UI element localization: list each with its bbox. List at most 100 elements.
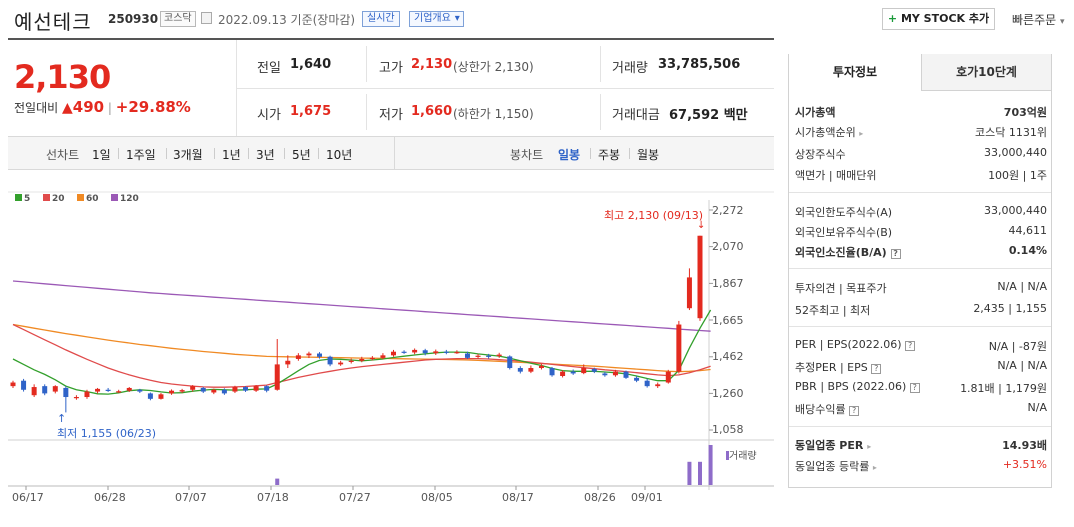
divider xyxy=(214,148,215,159)
low-annotation: 최저 1,155 (06/23) xyxy=(57,427,157,440)
divider xyxy=(248,148,249,159)
period-3y[interactable]: 3년 xyxy=(256,148,275,162)
chevron-down-icon: ▾ xyxy=(454,13,460,24)
chevron-right-icon: ▸ xyxy=(867,442,872,451)
candle-weekly[interactable]: 주봉 xyxy=(598,148,621,162)
help-icon[interactable]: ? xyxy=(909,383,920,393)
period-1y[interactable]: 1년 xyxy=(222,148,241,162)
candle-body xyxy=(380,355,386,358)
row-value: N/A xyxy=(1027,401,1047,414)
amount-label: 거래대금 xyxy=(612,108,660,123)
ma120-line xyxy=(12,280,711,332)
candle-body xyxy=(390,351,396,356)
help-icon[interactable]: ? xyxy=(890,249,901,259)
prev-close-label: 전일 xyxy=(257,61,281,76)
candle-body xyxy=(221,389,227,394)
row-label: 액면가 | 매매단위 xyxy=(795,169,877,182)
info-row-par: 액면가 | 매매단위 100원 | 1주 xyxy=(795,167,1047,183)
candle-body xyxy=(496,354,502,357)
info-row-market-cap: 시가총액 703억원 xyxy=(795,104,1047,120)
line-chart-label: 선차트 xyxy=(46,148,80,162)
realtime-button[interactable]: 실시간 xyxy=(362,11,400,27)
row-label: 시가총액순위 xyxy=(795,126,856,139)
row-value: 33,000,440 xyxy=(984,204,1047,217)
change-value: 490 xyxy=(72,98,105,116)
upper-limit-value: 2,130) xyxy=(494,60,534,74)
prev-close-value: 1,640 xyxy=(290,57,332,72)
tab-order-book[interactable]: 호가10단계 xyxy=(921,54,1051,91)
x-tick: 06/28 xyxy=(94,491,126,504)
legend-text: 60 xyxy=(86,194,99,204)
open-label: 시가 xyxy=(257,108,281,123)
ma20-line xyxy=(12,323,711,388)
divider xyxy=(118,148,119,159)
volume-value: 33,785,506 xyxy=(658,57,741,72)
row-value: 703억원 xyxy=(1003,106,1047,119)
high-annotation: 최고 2,130 (09/13) xyxy=(604,209,704,222)
divider xyxy=(318,148,319,159)
lower-limit-label: (하한가 xyxy=(453,107,491,121)
row-label: 동일업종 PER xyxy=(795,439,864,452)
y-tick: 2,070 xyxy=(712,240,744,253)
ma5-line xyxy=(12,309,712,395)
candle-body xyxy=(253,386,259,391)
candle-body xyxy=(644,380,650,387)
period-1w[interactable]: 1주일 xyxy=(126,148,156,162)
period-10y[interactable]: 10년 xyxy=(326,148,353,162)
candle-monthly[interactable]: 월봉 xyxy=(637,148,660,162)
candle-body xyxy=(443,351,449,353)
candle-body xyxy=(602,373,608,376)
info-row-sector-per[interactable]: 동일업종 PER ▸ 14.93배 xyxy=(795,437,1047,453)
divider xyxy=(629,148,630,159)
divider xyxy=(366,46,367,82)
row-value: N/A | N/A xyxy=(997,359,1047,372)
info-row-shares: 상장주식수 33,000,440 xyxy=(795,146,1047,162)
info-row-rank[interactable]: 시가총액순위 ▸ 코스닥 1131위 xyxy=(795,124,1047,140)
candle-body xyxy=(570,371,576,374)
volume-label: 거래량 xyxy=(612,61,648,76)
calendar-icon xyxy=(201,12,212,24)
candle-body xyxy=(264,386,270,391)
period-1d[interactable]: 1일 xyxy=(92,148,111,162)
row-value: 44,611 xyxy=(1008,224,1048,237)
candle-body xyxy=(232,387,238,392)
candle-body xyxy=(158,394,164,399)
candle-body xyxy=(179,390,185,392)
x-tick: 08/05 xyxy=(421,491,453,504)
candle-body xyxy=(10,382,16,387)
high-value: 2,130 xyxy=(411,57,453,72)
candle-body xyxy=(486,355,492,357)
x-tick: 07/18 xyxy=(257,491,289,504)
row-label: 배당수익률 xyxy=(795,403,846,416)
candle-body xyxy=(200,387,206,392)
row-label: 52주최고 | 최저 xyxy=(795,304,871,317)
add-mystock-button[interactable]: + MY STOCK 추가 xyxy=(882,8,995,30)
y-tick: 1,260 xyxy=(712,387,744,400)
candle-body xyxy=(369,357,375,360)
candle-body xyxy=(327,356,333,365)
candle-body xyxy=(581,368,587,374)
chevron-down-icon: ▾ xyxy=(1060,17,1065,27)
candle-daily[interactable]: 일봉 xyxy=(558,148,581,162)
legend-swatch xyxy=(15,194,22,201)
divider xyxy=(789,192,1051,193)
help-icon[interactable]: ? xyxy=(871,364,882,374)
price-chart[interactable] xyxy=(0,170,774,510)
tab-invest-info[interactable]: 투자정보 xyxy=(789,54,921,91)
period-3m[interactable]: 3개월 xyxy=(173,148,203,162)
info-row-sector-change[interactable]: 동일업종 등락률 ▸ +3.51% xyxy=(795,458,1047,474)
row-value: N/A | -87원 xyxy=(988,340,1047,353)
period-5y[interactable]: 5년 xyxy=(292,148,311,162)
plus-icon: + xyxy=(887,12,898,25)
help-icon[interactable]: ? xyxy=(849,406,860,416)
candle-body xyxy=(73,397,79,399)
candle-body xyxy=(317,353,323,357)
quick-order-button[interactable]: 빠른주문 ▾ xyxy=(1012,11,1065,28)
help-icon[interactable]: ? xyxy=(905,341,916,351)
arrow-up-icon: ↑ xyxy=(57,412,67,425)
volume-legend-text: 거래량 xyxy=(729,451,757,462)
info-row-foreign-ratio: 외국인소진율(B/A) ? 0.14% xyxy=(795,244,1047,260)
lower-limit-value: 1,150) xyxy=(494,107,534,121)
company-overview-button[interactable]: 기업개요 ▾ xyxy=(409,11,464,27)
candle-body xyxy=(549,368,555,376)
